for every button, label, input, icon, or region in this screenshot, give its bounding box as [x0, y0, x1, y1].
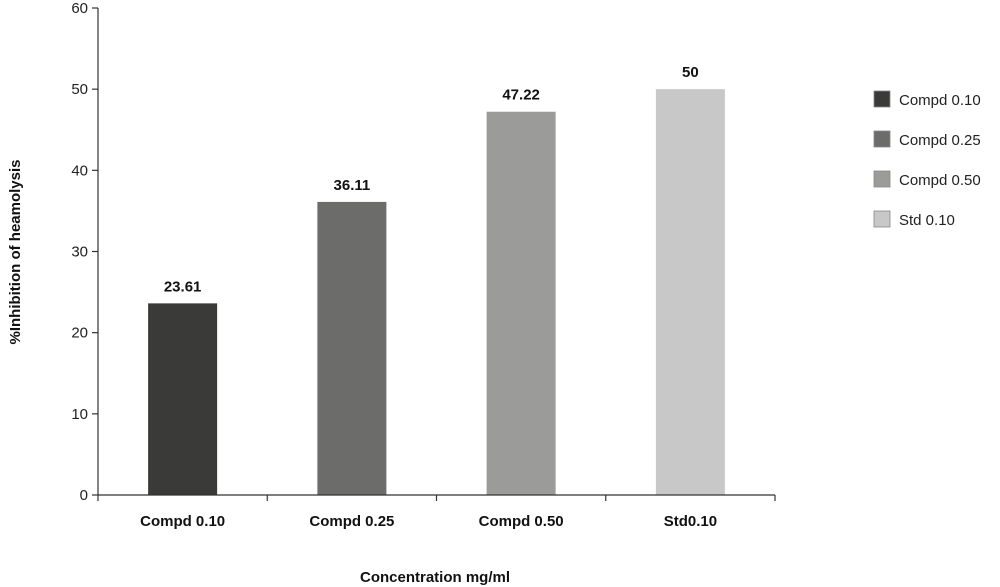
y-axis-title: %Inhibition of heamolysis: [7, 159, 24, 344]
legend: Compd 0.10 Compd 0.25 Compd 0.50 Std 0.10: [873, 90, 981, 229]
legend-swatch: [873, 90, 891, 108]
data-label: 47.22: [502, 87, 540, 104]
bar: [148, 303, 218, 495]
legend-label: Compd 0.10: [899, 92, 981, 109]
legend-label: Compd 0.25: [899, 132, 981, 149]
legend-label: Std 0.10: [899, 212, 955, 229]
data-label: 50: [682, 64, 699, 81]
y-tick-label: 30: [71, 244, 88, 261]
y-tick-label: 20: [71, 325, 88, 342]
y-tick-label: 40: [71, 162, 88, 179]
y-tick-label: 50: [71, 81, 88, 98]
x-tick-label: Std0.10: [664, 513, 717, 530]
data-labels: 23.61 36.11 47.22 50: [164, 64, 699, 295]
y-axis-ticks: 0 10 20 30 40 50 60: [71, 0, 98, 504]
x-tick-label: Compd 0.50: [479, 513, 564, 530]
legend-item: Std 0.10: [873, 210, 955, 229]
x-tick-label: Compd 0.25: [309, 513, 394, 530]
x-axis-ticks: Compd 0.10 Compd 0.25 Compd 0.50 Std0.10: [97, 495, 776, 530]
legend-swatch: [873, 130, 891, 148]
legend-swatch: [873, 170, 891, 188]
data-label: 36.11: [334, 177, 371, 194]
legend-label: Compd 0.50: [899, 172, 981, 189]
data-label: 23.61: [164, 278, 202, 295]
y-tick-label: 60: [71, 0, 88, 17]
bar: [486, 111, 556, 495]
x-tick-label: Compd 0.10: [140, 513, 225, 530]
legend-swatch: [873, 210, 891, 228]
y-tick-label: 0: [80, 487, 88, 504]
bar: [655, 89, 725, 496]
legend-item: Compd 0.50: [873, 170, 981, 189]
y-tick-label: 10: [71, 406, 88, 423]
bar: [317, 201, 387, 495]
legend-item: Compd 0.25: [873, 130, 981, 149]
bars: [148, 89, 725, 496]
legend-item: Compd 0.10: [873, 90, 981, 109]
x-axis-title: Concentration mg/ml: [360, 569, 510, 586]
